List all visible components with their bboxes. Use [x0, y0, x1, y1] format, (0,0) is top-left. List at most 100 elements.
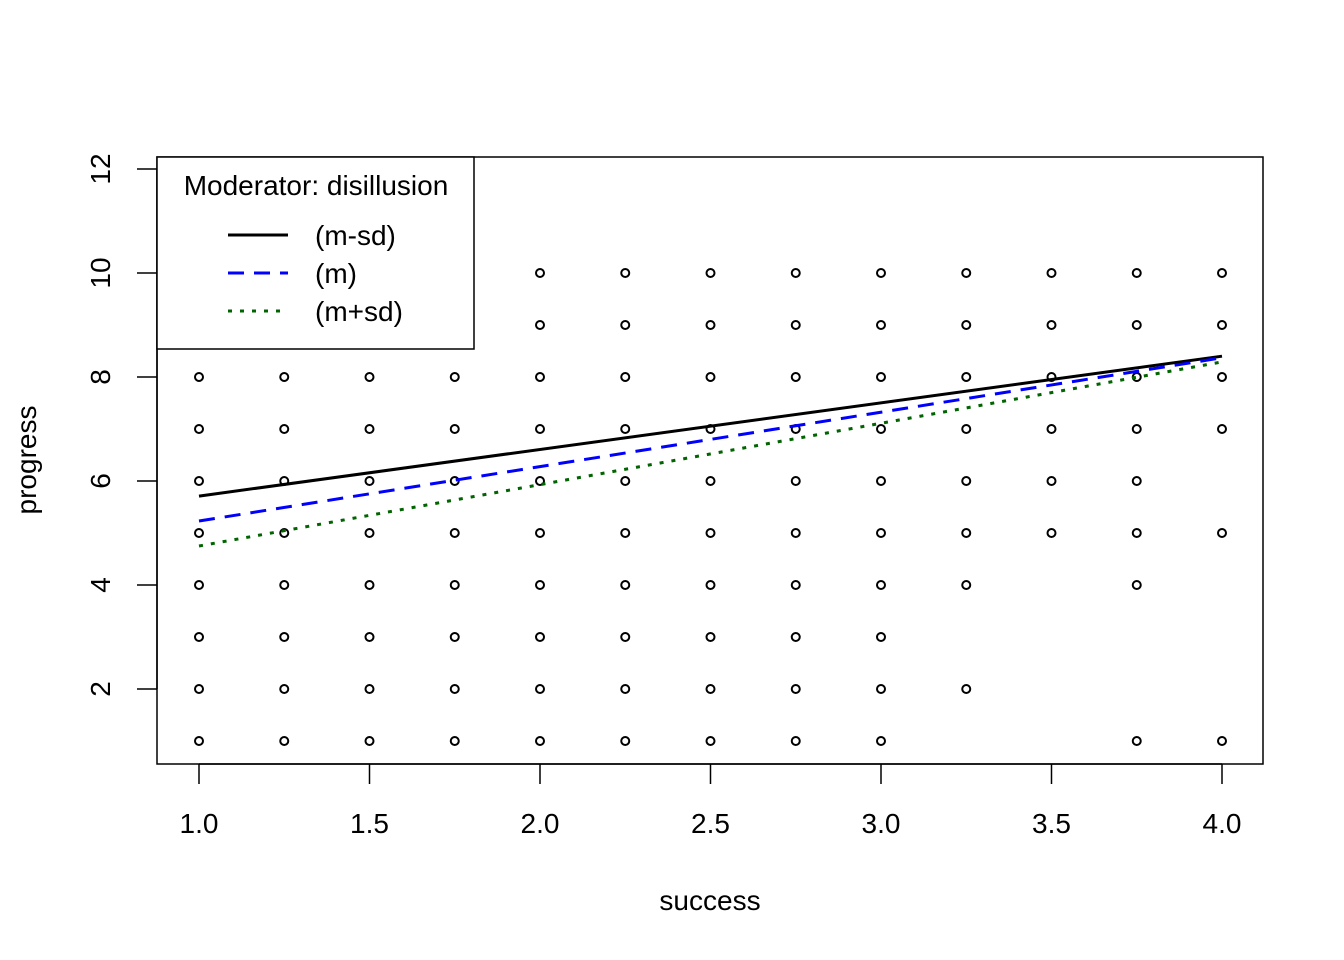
data-point: [535, 320, 545, 330]
data-point: [1131, 320, 1142, 330]
data-point: [279, 684, 290, 694]
data-point: [705, 476, 716, 486]
data-point: [279, 372, 290, 382]
data-point: [961, 580, 972, 590]
data-point: [279, 632, 290, 642]
data-point: [194, 684, 204, 694]
data-point: [449, 684, 460, 694]
x-tick-label: 2.0: [521, 808, 560, 839]
data-point: [194, 632, 204, 642]
legend-label: (m): [315, 258, 357, 289]
x-tick-label: 3.0: [862, 808, 901, 839]
data-point: [790, 580, 801, 590]
legend-label: (m+sd): [315, 296, 403, 327]
y-tick-label: 10: [85, 257, 116, 288]
regression-lines: [198, 354, 1223, 548]
data-point: [194, 528, 204, 538]
data-point: [364, 736, 375, 746]
data-point: [620, 580, 631, 590]
data-point: [620, 476, 631, 486]
x-tick-label: 2.5: [691, 808, 730, 839]
data-point: [1131, 476, 1142, 486]
data-point: [364, 632, 375, 642]
data-point: [364, 372, 375, 382]
data-point: [876, 268, 886, 278]
data-point: [449, 424, 460, 434]
data-point: [194, 476, 204, 486]
data-point: [1217, 320, 1227, 330]
data-point: [876, 684, 886, 694]
data-point: [790, 320, 801, 330]
data-point: [705, 320, 716, 330]
x-tick-label: 3.5: [1032, 808, 1071, 839]
data-point: [449, 580, 460, 590]
x-tick-label: 1.0: [180, 808, 219, 839]
data-point: [279, 580, 290, 590]
legend-label: (m-sd): [315, 220, 396, 251]
data-point: [194, 372, 204, 382]
legend-box: [156, 156, 475, 350]
data-point: [876, 632, 886, 642]
series-line: [198, 354, 1223, 498]
y-tick-label: 2: [85, 681, 116, 697]
data-point: [961, 268, 972, 278]
y-tick-label: 8: [85, 369, 116, 385]
data-point: [449, 528, 460, 538]
data-point: [449, 372, 460, 382]
data-point: [535, 372, 545, 382]
data-point: [1217, 528, 1227, 538]
data-point: [535, 684, 545, 694]
data-point: [449, 736, 460, 746]
data-point: [535, 528, 545, 538]
y-tick-label: 6: [85, 473, 116, 489]
data-point: [364, 424, 375, 434]
x-tick-label: 4.0: [1203, 808, 1242, 839]
data-point: [876, 580, 886, 590]
legend: Moderator: disillusion (m-sd) (m) (m+sd): [156, 156, 475, 350]
data-point: [194, 736, 204, 746]
x-tick-label: 1.5: [350, 808, 389, 839]
data-point: [1131, 528, 1142, 538]
data-point: [1131, 580, 1142, 590]
data-point: [620, 268, 631, 278]
data-point: [876, 372, 886, 382]
data-point: [620, 372, 631, 382]
data-point: [620, 320, 631, 330]
data-point: [705, 580, 716, 590]
data-point: [961, 476, 972, 486]
data-point: [535, 424, 545, 434]
data-point: [1046, 320, 1057, 330]
data-point: [705, 632, 716, 642]
data-point: [705, 528, 716, 538]
y-axis: 2 4 6 8 10 12: [85, 153, 158, 697]
data-point: [620, 632, 631, 642]
legend-title: Moderator: disillusion: [184, 170, 449, 201]
data-point: [790, 684, 801, 694]
data-point: [876, 320, 886, 330]
data-point: [1046, 476, 1057, 486]
y-tick-label: 4: [85, 577, 116, 593]
data-point: [279, 736, 290, 746]
data-point: [876, 476, 886, 486]
data-point: [1217, 424, 1227, 434]
data-point: [961, 424, 972, 434]
data-point: [876, 736, 886, 746]
data-point: [620, 424, 631, 434]
data-point: [535, 736, 545, 746]
data-point: [535, 580, 545, 590]
y-tick-label: 12: [85, 153, 116, 184]
data-point: [1046, 424, 1057, 434]
data-point: [194, 580, 204, 590]
data-point: [790, 476, 801, 486]
data-point: [790, 372, 801, 382]
data-point: [364, 476, 375, 486]
data-point: [790, 528, 801, 538]
data-point: [1131, 268, 1142, 278]
data-point: [705, 736, 716, 746]
data-point: [961, 320, 972, 330]
x-axis: 1.0 1.5 2.0 2.5 3.0 3.5 4.0: [180, 763, 1242, 839]
data-point: [1217, 268, 1227, 278]
data-point: [1046, 268, 1057, 278]
data-point: [194, 424, 204, 434]
